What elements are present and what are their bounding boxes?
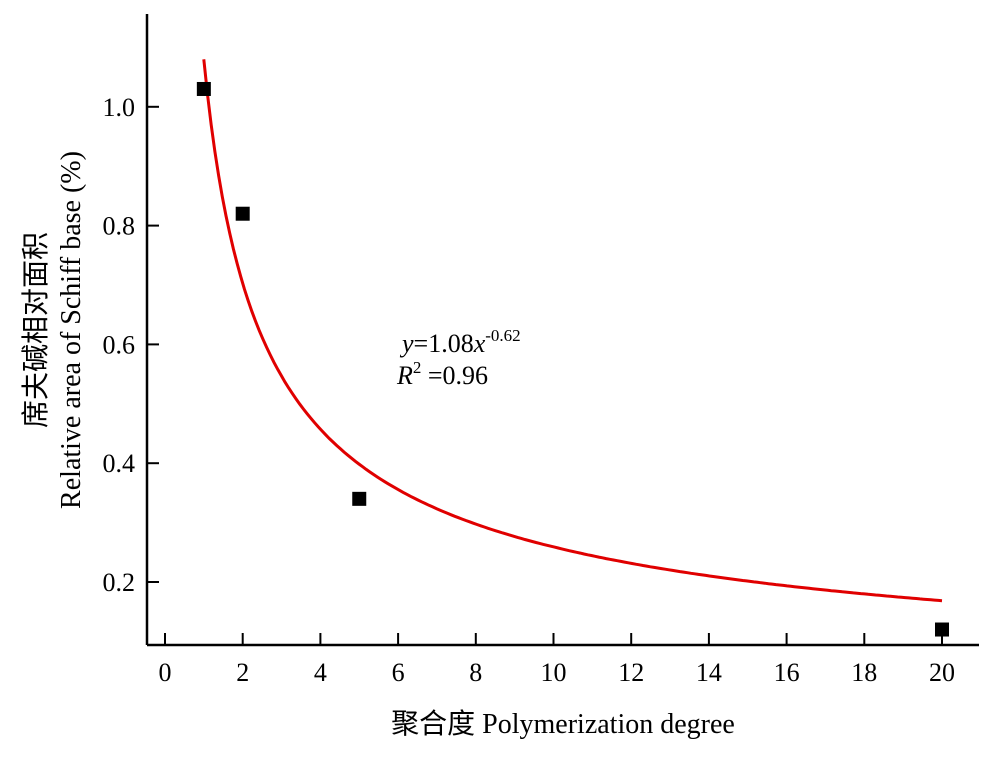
fit-equation: y=1.08x-0.62	[399, 326, 521, 358]
x-tick-label: 14	[696, 658, 722, 687]
data-point	[196, 81, 211, 96]
y-tick-label: 0.8	[103, 212, 136, 241]
data-point	[935, 622, 949, 637]
x-axis-ticks: 0 2 4 6 8 10 12 14 16 18 20	[159, 633, 955, 687]
y-axis-title-line2: Relative area of Schiff base (%)	[56, 151, 87, 509]
x-tick-label: 0	[159, 658, 172, 687]
r-squared: R2 =0.96	[396, 358, 488, 390]
x-tick-label: 10	[541, 658, 567, 687]
x-tick-label: 12	[618, 658, 644, 687]
x-tick-label: 18	[851, 658, 877, 687]
x-tick-label: 6	[392, 658, 405, 687]
data-point	[235, 206, 250, 221]
y-tick-label: 0.2	[103, 568, 136, 597]
x-tick-label: 2	[236, 658, 249, 687]
x-tick-label: 20	[929, 658, 955, 687]
axes	[145, 14, 979, 647]
data-points	[196, 81, 949, 637]
fit-curve	[202, 59, 943, 603]
y-axis-title-line1: 席夫碱相对面积	[20, 232, 52, 428]
y-axis-ticks: 0.2 0.4 0.6 0.8 1.0	[103, 93, 159, 597]
x-tick-label: 4	[314, 658, 327, 687]
x-axis-title: 聚合度 Polymerization degree	[391, 708, 735, 740]
y-tick-label: 0.4	[103, 449, 136, 478]
data-point	[352, 491, 367, 506]
x-tick-label: 16	[774, 658, 800, 687]
x-tick-label: 8	[469, 658, 482, 687]
y-tick-label: 0.6	[103, 330, 136, 359]
y-tick-label: 1.0	[103, 93, 136, 122]
